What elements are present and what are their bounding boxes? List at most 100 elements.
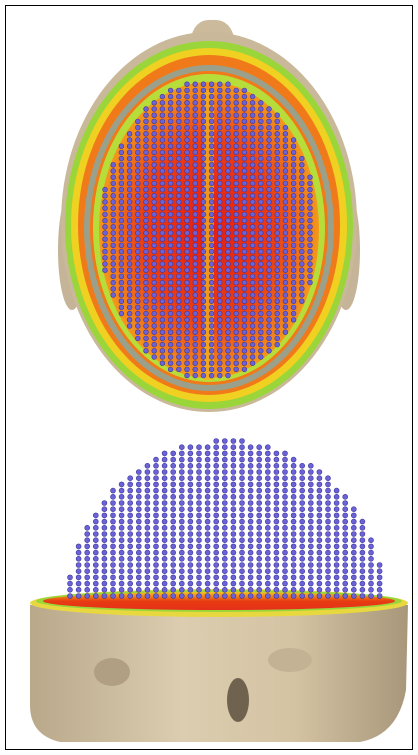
electrode <box>226 224 231 229</box>
electrode <box>274 581 279 586</box>
electrode <box>102 519 107 524</box>
electrode <box>128 494 133 499</box>
electrode <box>93 587 98 592</box>
electrode <box>258 237 263 242</box>
electrode <box>291 175 296 180</box>
electrode <box>267 237 272 242</box>
electrode <box>275 336 280 341</box>
electrode <box>111 544 116 549</box>
electrode <box>127 138 132 143</box>
electrode <box>299 162 304 167</box>
electrode <box>103 243 108 248</box>
electrode <box>265 494 270 499</box>
electrode <box>171 494 176 499</box>
electrode <box>193 206 198 211</box>
electrode <box>326 538 331 543</box>
electrode <box>226 255 231 260</box>
electrode <box>217 113 222 118</box>
electrode <box>250 218 255 223</box>
electrode <box>111 581 116 586</box>
electrode <box>111 274 116 279</box>
electrode <box>351 519 356 524</box>
electrode <box>119 255 124 260</box>
electrode <box>162 507 167 512</box>
electrode <box>185 355 190 360</box>
electrode <box>214 550 219 555</box>
electrode <box>111 501 116 506</box>
electrode <box>209 193 214 198</box>
electrode <box>193 181 198 186</box>
electrode <box>176 206 181 211</box>
electrode <box>188 519 193 524</box>
electrode <box>68 581 73 586</box>
electrode <box>154 507 159 512</box>
electrode <box>234 274 239 279</box>
electrode <box>152 249 157 254</box>
electrode <box>351 538 356 543</box>
electrode <box>185 82 190 87</box>
electrode <box>214 470 219 475</box>
electrode <box>217 324 222 329</box>
electrode <box>152 255 157 260</box>
electrode <box>201 200 206 205</box>
electrode <box>127 268 132 273</box>
electrode <box>205 525 210 530</box>
electrode <box>308 187 313 192</box>
electrode <box>76 594 81 599</box>
electrode <box>188 501 193 506</box>
electrode <box>299 193 304 198</box>
electrode <box>68 594 73 599</box>
electrode <box>127 231 132 236</box>
electrode <box>274 501 279 506</box>
electrode <box>193 162 198 167</box>
electrode <box>205 594 210 599</box>
electrode <box>274 513 279 518</box>
electrode <box>334 519 339 524</box>
electrode <box>76 550 81 555</box>
electrode <box>135 305 140 310</box>
electrode <box>231 550 236 555</box>
electrode <box>291 311 296 316</box>
electrode <box>234 113 239 118</box>
electrode <box>258 255 263 260</box>
electrode <box>152 100 157 105</box>
electrode <box>299 280 304 285</box>
electrode <box>135 131 140 136</box>
electrode <box>103 231 108 236</box>
electrode <box>250 193 255 198</box>
electrode <box>103 218 108 223</box>
page: (() => { const svg = document.getElement… <box>0 0 418 755</box>
electrode <box>267 187 272 192</box>
electrode <box>300 575 305 580</box>
electrode <box>176 175 181 180</box>
electrode <box>128 488 133 493</box>
electrode <box>291 494 296 499</box>
electrode <box>144 286 149 291</box>
electrode <box>168 361 173 366</box>
electrode <box>351 525 356 530</box>
electrode <box>144 324 149 329</box>
electrode <box>168 187 173 192</box>
electrode <box>128 532 133 537</box>
electrode <box>214 575 219 580</box>
electrode <box>275 181 280 186</box>
electrode <box>214 439 219 444</box>
electrode <box>197 463 202 468</box>
electrode <box>283 144 288 149</box>
electrode <box>171 513 176 518</box>
electrode <box>248 556 253 561</box>
electrode <box>201 348 206 353</box>
electrode <box>234 212 239 217</box>
electrode <box>291 274 296 279</box>
electrode <box>308 175 313 180</box>
electrode <box>226 324 231 329</box>
electrode <box>291 550 296 555</box>
electrode <box>209 162 214 167</box>
electrode <box>135 317 140 322</box>
electrode <box>217 119 222 124</box>
electrode <box>201 187 206 192</box>
electrode <box>209 181 214 186</box>
electrode <box>179 470 184 475</box>
electrode <box>326 556 331 561</box>
electrode <box>135 138 140 143</box>
